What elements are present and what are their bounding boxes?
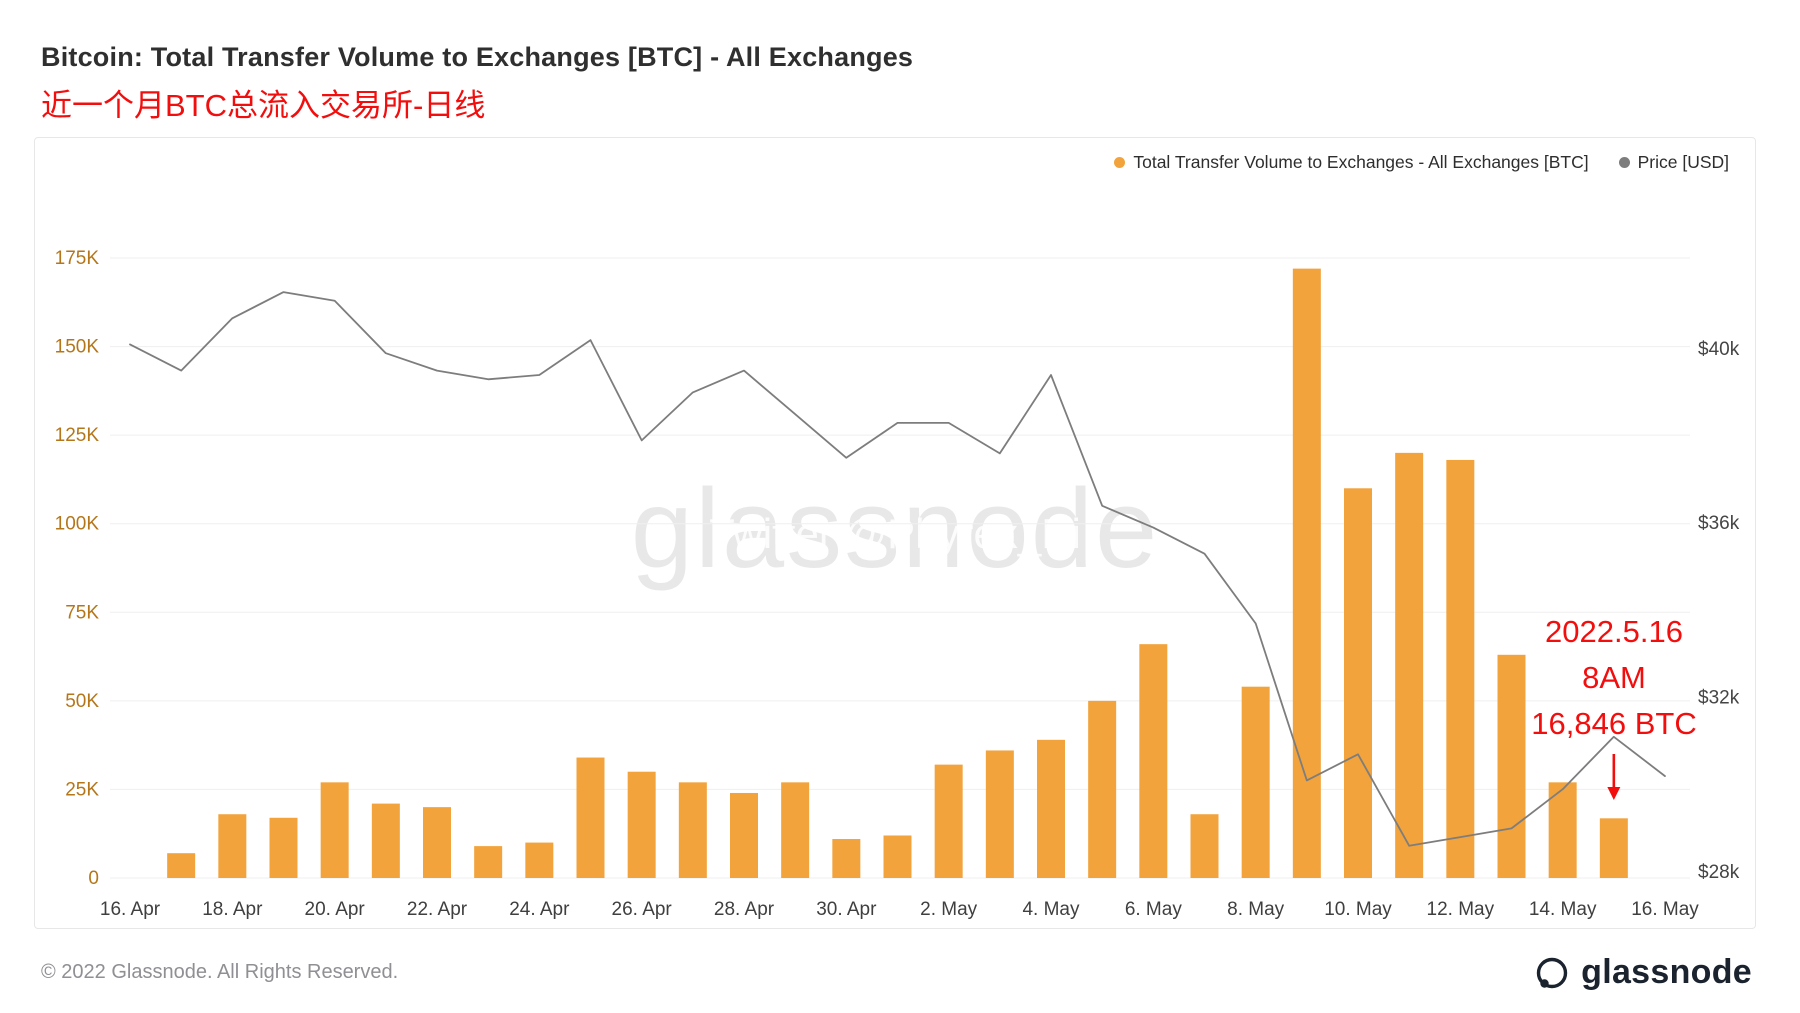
- svg-text:16. May: 16. May: [1631, 899, 1699, 920]
- chart-panel: Total Transfer Volume to Exchanges - All…: [34, 137, 1756, 929]
- annotation-value: 16,846 BTC: [1531, 706, 1697, 741]
- glassnode-logo-icon: [1536, 957, 1568, 988]
- legend: Total Transfer Volume to Exchanges - All…: [1114, 152, 1729, 173]
- svg-text:22. Apr: 22. Apr: [407, 899, 468, 920]
- svg-text:14. May: 14. May: [1529, 899, 1597, 920]
- page: Bitcoin: Total Transfer Volume to Exchan…: [0, 42, 1800, 992]
- annotation-callout: 2022.5.16 8AM 16,846 BTC: [1504, 609, 1724, 747]
- svg-text:100K: 100K: [55, 514, 100, 535]
- svg-text:16. Apr: 16. Apr: [100, 899, 161, 920]
- svg-text:28. Apr: 28. Apr: [714, 899, 775, 920]
- legend-item-price[interactable]: Price [USD]: [1618, 152, 1729, 173]
- svg-text:$36k: $36k: [1698, 513, 1740, 534]
- svg-text:6. May: 6. May: [1125, 899, 1183, 920]
- svg-text:0: 0: [88, 868, 99, 889]
- annotation-time: 8AM: [1582, 660, 1646, 695]
- svg-text:24. Apr: 24. Apr: [509, 899, 570, 920]
- header: Bitcoin: Total Transfer Volume to Exchan…: [0, 42, 1800, 125]
- svg-text:4. May: 4. May: [1022, 899, 1080, 920]
- svg-text:18. Apr: 18. Apr: [202, 899, 263, 920]
- svg-text:25K: 25K: [65, 779, 99, 800]
- svg-text:175K: 175K: [55, 248, 100, 269]
- footer: © 2022 Glassnode. All Rights Reserved. g…: [41, 953, 1752, 992]
- page-title: Bitcoin: Total Transfer Volume to Exchan…: [41, 42, 914, 72]
- svg-text:10. May: 10. May: [1324, 899, 1392, 920]
- svg-text:30. Apr: 30. Apr: [816, 899, 877, 920]
- copyright-text: © 2022 Glassnode. All Rights Reserved.: [41, 961, 399, 983]
- volume-legend-dot-icon: [1114, 157, 1126, 168]
- svg-text:26. Apr: 26. Apr: [612, 899, 673, 920]
- legend-price-label: Price [USD]: [1637, 152, 1729, 172]
- svg-text:12. May: 12. May: [1427, 899, 1495, 920]
- legend-volume-label: Total Transfer Volume to Exchanges - All…: [1133, 152, 1589, 172]
- svg-text:$40k: $40k: [1698, 339, 1740, 360]
- price-legend-dot-icon: [1618, 157, 1630, 168]
- svg-text:50K: 50K: [65, 691, 99, 712]
- svg-text:75K: 75K: [65, 602, 99, 623]
- glassnode-logo: glassnode: [1533, 953, 1752, 992]
- glassnode-logo-text: glassnode: [1581, 953, 1752, 991]
- svg-text:20. Apr: 20. Apr: [305, 899, 366, 920]
- svg-text:$32k: $32k: [1698, 688, 1740, 709]
- svg-text:150K: 150K: [55, 337, 100, 358]
- annotation-date: 2022.5.16: [1545, 614, 1683, 649]
- svg-text:8. May: 8. May: [1227, 899, 1285, 920]
- svg-text:$28k: $28k: [1698, 862, 1740, 883]
- chinese-subtitle: 近一个月BTC总流入交易所-日线: [41, 88, 486, 123]
- svg-text:125K: 125K: [55, 425, 100, 446]
- legend-item-volume[interactable]: Total Transfer Volume to Exchanges - All…: [1114, 152, 1589, 173]
- svg-text:2. May: 2. May: [920, 899, 978, 920]
- chart-plot[interactable]: 0 25K 50K 75K 100K 125K 150K 175K $28k $32k $36k $4…: [35, 188, 1756, 928]
